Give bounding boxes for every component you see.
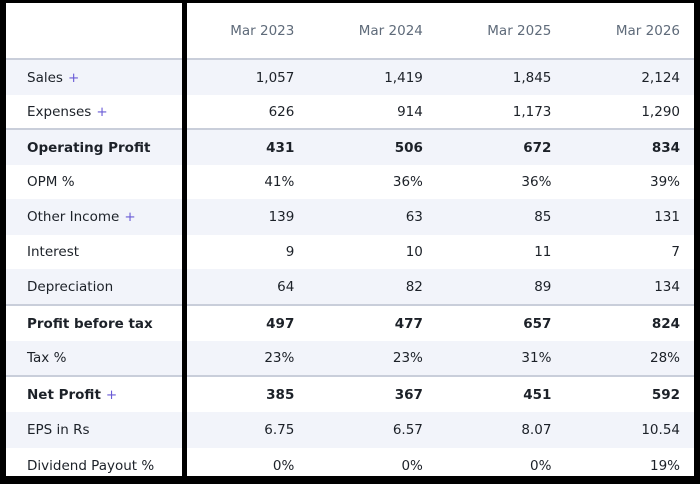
column-divider bbox=[182, 3, 187, 476]
header-label-cell bbox=[6, 3, 180, 60]
table-cell: 134 bbox=[565, 269, 694, 305]
table-row-eps: EPS in Rs 6.75 6.57 8.07 10.54 bbox=[6, 412, 694, 448]
table-cell: 367 bbox=[308, 375, 437, 412]
table-cell: 0% bbox=[401, 458, 423, 474]
row-label: Dividend Payout % bbox=[27, 458, 155, 474]
table-row-net-profit: Net Profit + 385 367 451 592 bbox=[6, 375, 694, 412]
table-row-depreciation: Depreciation 64 82 89 134 bbox=[6, 269, 694, 305]
table-cell: 1,057 bbox=[179, 59, 309, 95]
column-header: Mar 2023 bbox=[179, 3, 309, 60]
table-cell: 41% bbox=[264, 174, 295, 190]
row-label: OPM % bbox=[27, 174, 75, 190]
table-cell: 28% bbox=[565, 341, 694, 376]
table-row-interest: Interest 9 10 11 7 bbox=[6, 235, 694, 269]
expand-plus-button[interactable]: + bbox=[67, 69, 80, 86]
table-cell: 657 bbox=[436, 304, 566, 341]
table-cell: 63 bbox=[308, 199, 437, 235]
table-row-dividend-payout: Dividend Payout % 0% 0% 0% 19% bbox=[6, 448, 694, 484]
table-row-tax: Tax % 23% 23% 31% 28% bbox=[6, 341, 694, 376]
table-cell: 477 bbox=[308, 304, 437, 341]
table-cell: 506 bbox=[308, 128, 437, 165]
row-label-cell[interactable]: Net Profit + bbox=[6, 375, 180, 412]
table-cell: 31% bbox=[436, 341, 566, 376]
table-cell: 82 bbox=[308, 269, 437, 305]
table-cell: 834 bbox=[565, 128, 694, 165]
column-header: Mar 2025 bbox=[436, 3, 566, 60]
table-cell: 626 bbox=[268, 103, 295, 120]
table-row-other-income: Other Income + 139 63 85 131 bbox=[6, 199, 694, 235]
table-row-sales: Sales + 1,057 1,419 1,845 2,124 bbox=[6, 59, 694, 95]
row-label: Profit before tax bbox=[6, 304, 180, 341]
table-row-opm: OPM % 41% 36% 36% 39% bbox=[6, 165, 694, 199]
table-row-expenses: Expenses + 626 914 1,173 1,290 bbox=[6, 95, 694, 129]
column-header: Mar 2026 bbox=[565, 3, 694, 60]
table-cell: 914 bbox=[397, 103, 423, 120]
row-label: Sales bbox=[27, 69, 63, 86]
table-cell: 23% bbox=[179, 341, 309, 376]
table-cell: 1,845 bbox=[436, 59, 566, 95]
table-cell: 451 bbox=[436, 375, 566, 412]
row-label: Other Income bbox=[27, 209, 120, 225]
row-label-cell[interactable]: Expenses + bbox=[6, 95, 180, 129]
table-cell: 10 bbox=[405, 244, 423, 260]
row-label: Expenses bbox=[27, 103, 92, 120]
table-cell: 592 bbox=[565, 375, 694, 412]
row-label: Interest bbox=[27, 244, 80, 260]
profit-loss-table: Mar 2023 Mar 2024 Mar 2025 Mar 2026 Sale… bbox=[6, 3, 694, 484]
table-cell: 0% bbox=[272, 458, 295, 474]
expand-plus-button[interactable]: + bbox=[96, 103, 108, 120]
table-row-operating-profit: Operating Profit 431 506 672 834 bbox=[6, 128, 694, 165]
table-cell: 85 bbox=[436, 199, 566, 235]
table-header-row: Mar 2023 Mar 2024 Mar 2025 Mar 2026 bbox=[6, 3, 694, 60]
table-cell: 497 bbox=[179, 304, 309, 341]
table-cell: 131 bbox=[565, 199, 694, 235]
profit-loss-panel: Mar 2023 Mar 2024 Mar 2025 Mar 2026 Sale… bbox=[6, 3, 694, 476]
table-cell: 824 bbox=[565, 304, 694, 341]
table-cell: 431 bbox=[179, 128, 309, 165]
row-label: Net Profit bbox=[27, 386, 101, 403]
expand-plus-button[interactable]: + bbox=[105, 386, 118, 403]
table-cell: 39% bbox=[649, 174, 680, 190]
table-cell: 6.57 bbox=[308, 412, 437, 448]
table-row-profit-before-tax: Profit before tax 497 477 657 824 bbox=[6, 304, 694, 341]
table-cell: 36% bbox=[521, 174, 552, 190]
row-label: Tax % bbox=[6, 341, 180, 376]
table-cell: 672 bbox=[436, 128, 566, 165]
row-label: Depreciation bbox=[6, 269, 180, 305]
table-cell: 64 bbox=[179, 269, 309, 305]
column-header: Mar 2024 bbox=[308, 3, 437, 60]
table-cell: 11 bbox=[534, 244, 552, 260]
table-cell: 1,173 bbox=[512, 103, 552, 120]
table-cell: 0% bbox=[529, 458, 552, 474]
table-cell: 139 bbox=[179, 199, 309, 235]
table-cell: 6.75 bbox=[179, 412, 309, 448]
row-label-cell[interactable]: Other Income + bbox=[6, 199, 180, 235]
table-cell: 9 bbox=[285, 244, 295, 260]
table-cell: 385 bbox=[179, 375, 309, 412]
table-cell: 7 bbox=[671, 244, 680, 260]
table-cell: 36% bbox=[392, 174, 423, 190]
table-cell: 1,419 bbox=[308, 59, 437, 95]
table-cell: 23% bbox=[308, 341, 437, 376]
row-label: Operating Profit bbox=[6, 128, 180, 165]
table-cell: 8.07 bbox=[436, 412, 566, 448]
table-cell: 89 bbox=[436, 269, 566, 305]
table-cell: 19% bbox=[649, 458, 680, 474]
row-label: EPS in Rs bbox=[6, 412, 180, 448]
table-cell: 10.54 bbox=[565, 412, 694, 448]
table-cell: 2,124 bbox=[565, 59, 694, 95]
expand-plus-button[interactable]: + bbox=[124, 209, 136, 225]
row-label-cell[interactable]: Sales + bbox=[6, 59, 180, 95]
table-cell: 1,290 bbox=[641, 103, 680, 120]
